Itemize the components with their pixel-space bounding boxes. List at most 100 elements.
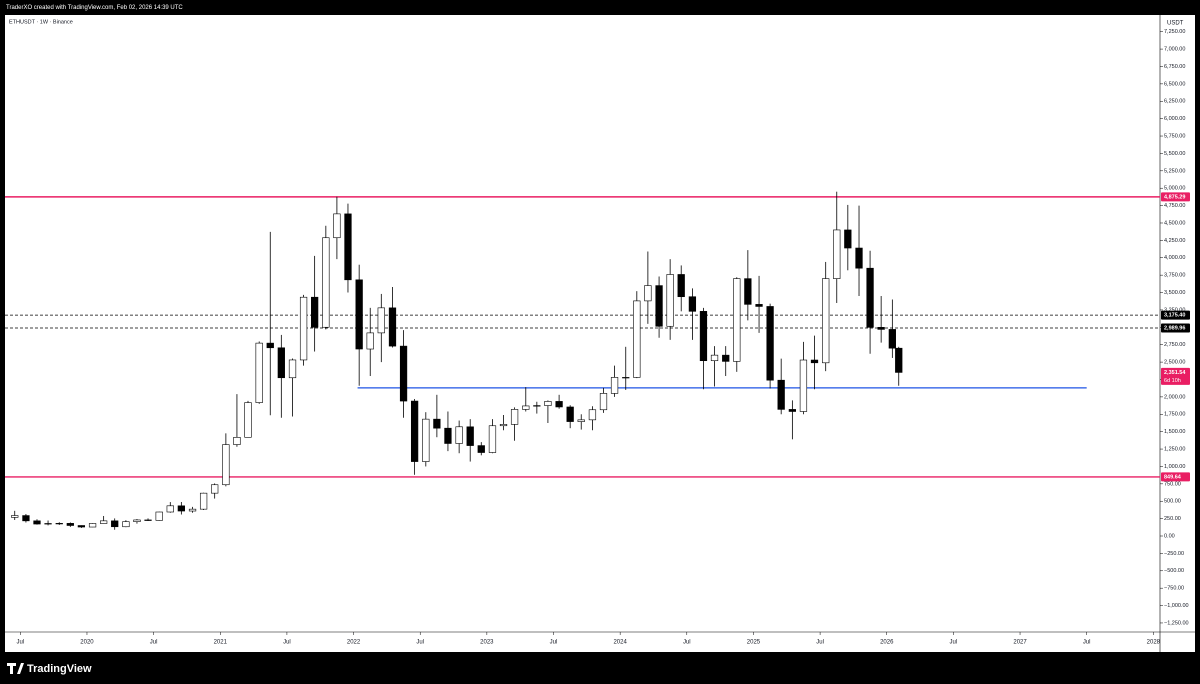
- symbol-title: ETHUSDT · 1W · Binance: [9, 19, 73, 25]
- y-tick-label: 5,750.00: [1164, 133, 1185, 139]
- candle-body: [333, 213, 341, 239]
- candle-body: [288, 359, 297, 379]
- y-tick-label: 2,500.00: [1164, 360, 1185, 366]
- y-tick-label: −500.00: [1164, 568, 1184, 574]
- x-tick-label: 2021: [214, 640, 228, 646]
- y-tick-label: 4,000.00: [1164, 255, 1185, 261]
- candle-body: [211, 484, 219, 494]
- candle-body: [144, 519, 152, 521]
- y-tick-label: 0.00: [1164, 533, 1175, 539]
- level-label-box: [1161, 472, 1190, 482]
- y-tick-label: −1,000.00: [1164, 603, 1189, 609]
- y-tick-label: 6,500.00: [1164, 81, 1185, 87]
- candle-body: [277, 347, 285, 379]
- candle-body: [299, 296, 308, 361]
- x-tick-label: 2022: [347, 640, 361, 646]
- candle-body: [344, 213, 352, 281]
- x-tick-label: 2026: [880, 640, 894, 646]
- candle-body: [11, 515, 19, 518]
- x-tick-label: Jul: [150, 640, 158, 646]
- candle-body: [199, 492, 208, 510]
- x-tick-label: Jul: [550, 640, 558, 646]
- y-tick-label: −750.00: [1164, 586, 1184, 592]
- candle-body: [766, 306, 774, 381]
- candle-body: [544, 401, 552, 406]
- candle-body: [633, 300, 641, 378]
- y-tick-label: 3,250.00: [1164, 307, 1185, 313]
- x-tick-label: 2024: [613, 640, 627, 646]
- chart-panel: [5, 15, 1195, 652]
- y-tick-label: 1,000.00: [1164, 464, 1185, 470]
- level-label-box: [1161, 323, 1190, 333]
- y-tick-label: 7,250.00: [1164, 29, 1185, 35]
- candle-body: [844, 229, 852, 249]
- level-label: 3,175.40: [1164, 313, 1185, 319]
- candle-body: [377, 307, 385, 334]
- y-tick-label: 250.00: [1164, 516, 1181, 522]
- candle-body: [499, 424, 508, 427]
- candle-body: [677, 274, 685, 298]
- level-label-box: [1161, 192, 1190, 202]
- candle-body: [855, 247, 863, 269]
- x-tick-label: 2025: [747, 640, 761, 646]
- candle-body: [422, 418, 430, 462]
- y-tick-label: 4,500.00: [1164, 220, 1185, 226]
- candle-body: [599, 393, 608, 411]
- candle-body: [88, 523, 97, 528]
- candle-body: [822, 278, 830, 364]
- candle-body: [688, 296, 697, 312]
- candle-body: [510, 409, 519, 425]
- y-tick-label: −1,250.00: [1164, 620, 1189, 626]
- y-tick-label: 750.00: [1164, 481, 1181, 487]
- candle-body: [410, 400, 419, 462]
- x-tick-label: 2028: [1147, 640, 1161, 646]
- candle-body: [166, 505, 174, 513]
- last-price-label: 2,351.54: [1164, 370, 1186, 376]
- y-tick-label: 500.00: [1164, 499, 1181, 505]
- candle-body: [66, 523, 74, 526]
- x-tick-label: Jul: [283, 640, 291, 646]
- y-tick-label: 7,000.00: [1164, 47, 1185, 53]
- candle-body: [111, 520, 119, 528]
- candle-body: [388, 307, 397, 347]
- level-label: 2,989.96: [1164, 325, 1185, 331]
- credit: TraderXO created with TradingView.com, F…: [6, 5, 183, 11]
- candle-body: [222, 444, 230, 486]
- candle-body: [533, 405, 541, 407]
- candle-body: [33, 520, 41, 525]
- x-tick-label: Jul: [1083, 640, 1091, 646]
- candle-body: [522, 405, 530, 410]
- logo-mark: [7, 663, 24, 674]
- candle-body: [488, 425, 497, 453]
- y-tick-label: 6,250.00: [1164, 99, 1185, 105]
- last-price-box: [1161, 367, 1190, 385]
- candle-body: [244, 402, 252, 438]
- brand-logo: TradingView: [7, 663, 92, 675]
- candle-body: [399, 345, 408, 402]
- candle-body: [895, 347, 903, 373]
- candle-body: [311, 296, 319, 328]
- candle-body: [566, 406, 574, 422]
- candle-body: [777, 379, 785, 410]
- candle-body: [433, 418, 441, 429]
- candle-body: [810, 359, 819, 364]
- candle-body: [588, 409, 597, 421]
- y-tick-label: 2,750.00: [1164, 342, 1185, 348]
- candle-body: [744, 278, 752, 305]
- candle-body: [444, 427, 452, 444]
- countdown: 6d 10h: [1164, 378, 1181, 384]
- y-tick-label: 5,000.00: [1164, 186, 1185, 192]
- x-tick-label: 2027: [1013, 640, 1027, 646]
- candle-body: [644, 285, 652, 302]
- candle-body: [466, 426, 474, 446]
- candle-body: [155, 511, 163, 521]
- candle-body: [755, 304, 763, 307]
- candle-body: [188, 508, 197, 512]
- candle-body: [733, 278, 741, 362]
- candle-body: [22, 515, 30, 522]
- candle-body: [477, 445, 485, 453]
- candle-body: [722, 354, 730, 362]
- y-tick-label: −250.00: [1164, 551, 1184, 557]
- x-tick-label: 2023: [480, 640, 494, 646]
